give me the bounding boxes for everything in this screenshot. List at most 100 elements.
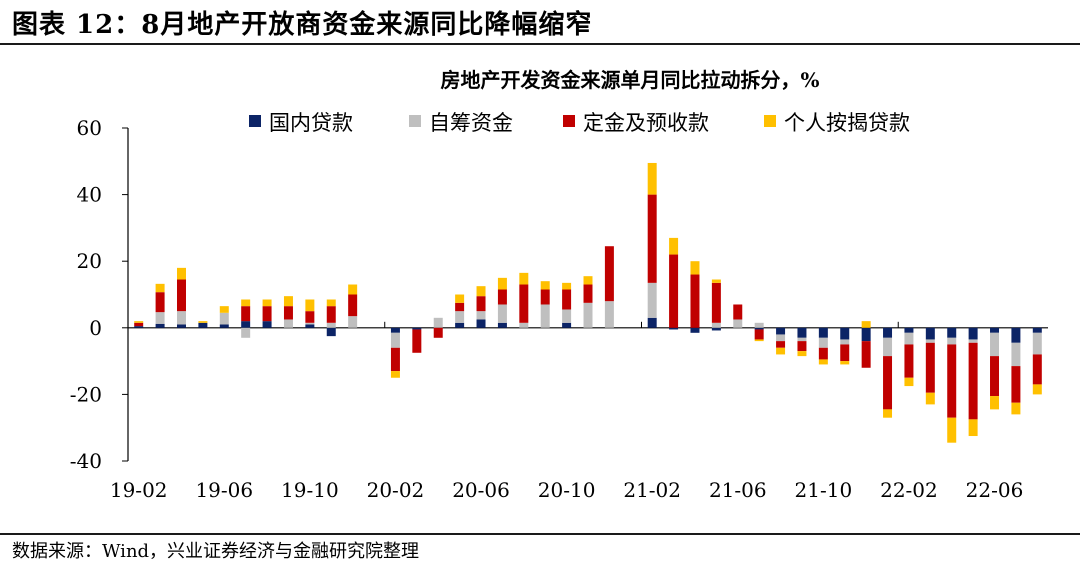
bar-segment-4-20-06 [476,286,486,297]
bar-segment-1-20-10 [562,322,572,328]
bar-segment-4-19-12 [348,284,358,295]
bar-segment-2-20-05 [455,311,465,323]
bar-segment-4-19-02 [134,321,144,323]
bar-segment-3-22-08 [1032,354,1042,385]
bar-segment-1-21-04 [690,327,700,333]
bar-segment-3-19-12 [348,294,358,317]
source-rule [0,533,1080,535]
bar-segment-2-22-01 [883,337,893,357]
bar-segment-4-22-07 [1011,402,1021,415]
legend-label-2: 自筹资金 [429,111,513,135]
bar-segment-3-22-07 [1011,366,1021,403]
plot-area [134,162,1042,443]
bar-segment-3-20-07 [497,289,507,305]
bar-segment-2-21-10 [818,337,828,348]
bar-segment-2-22-03 [925,339,935,343]
bar-segment-1-19-03 [155,323,165,328]
y-axis: -40 -20 0 20 40 60 [70,116,1048,473]
bar-segment-3-20-02 [390,347,400,372]
x-tick-label: 19-02 [110,478,168,502]
bar-segment-3-19-08 [262,306,272,322]
bar-segment-1-20-03 [412,327,422,330]
bar-segment-3-21-10 [818,347,828,360]
legend-swatch-3 [563,115,575,127]
bar-segment-4-21-07 [754,339,764,342]
bar-segment-2-22-05 [968,339,978,343]
bar-segment-1-21-12 [861,327,871,342]
bar-segment-2-21-11 [840,339,850,345]
bar-segment-4-22-06 [990,396,1000,410]
bar-segment-2-22-06 [990,332,1000,357]
bar-segment-1-22-03 [925,327,935,340]
bar-segment-2-21-09 [797,337,807,342]
x-tick-label: 22-06 [966,478,1024,502]
bar-segment-4-20-07 [497,277,507,290]
bar-segment-1-21-11 [840,327,850,340]
bar-segment-2-20-09 [540,304,550,328]
bar-segment-3-20-10 [562,289,572,310]
bar-segment-2-20-02 [390,332,400,348]
bar-segment-2-22-04 [947,337,957,345]
bar-segment-2-22-08 [1032,332,1042,355]
title-rule [0,43,1080,45]
bar-segment-2-19-07 [241,327,251,338]
figure-title: 图表 12：8月地产开放商资金来源同比降幅缩窄 [12,10,593,40]
bar-segment-4-19-09 [283,296,293,307]
bar-segment-3-21-06 [733,304,743,320]
bar-segment-4-22-01 [883,409,893,418]
bar-segment-3-22-01 [883,356,893,410]
bar-segment-3-22-06 [990,356,1000,397]
bar-segment-1-20-06 [476,319,486,328]
legend-swatch-4 [764,115,776,127]
x-tick-label: 19-10 [281,478,339,502]
bar-segment-3-21-02 [647,194,657,283]
bar-segment-1-22-04 [947,327,957,338]
y-tick-label: -20 [70,382,102,406]
legend-label-1: 国内贷款 [269,111,353,135]
bar-segment-2-20-06 [476,311,486,320]
bar-segment-3-20-05 [455,302,465,312]
bar-segment-3-21-07 [754,329,764,340]
bar-segment-3-20-06 [476,296,486,312]
bar-segment-1-20-02 [390,327,400,333]
legend-swatch-1 [249,115,261,127]
bar-segment-2-19-04 [177,311,186,325]
bar-segment-1-19-08 [262,321,272,328]
bar-segment-3-21-05 [711,282,721,323]
bar-segment-4-21-12 [861,321,871,328]
bar-segment-3-21-08 [776,341,786,348]
bar-segment-4-22-04 [947,417,957,443]
bar-segment-3-20-11 [583,284,593,303]
bar-segment-3-19-10 [305,311,315,323]
bar-segment-1-19-05 [198,322,208,328]
bar-segment-1-22-05 [968,327,978,340]
bar-segment-4-19-05 [198,321,208,323]
legend-swatch-2 [409,115,421,127]
bar-segment-3-21-04 [690,274,700,328]
bar-segment-3-19-07 [241,306,251,322]
bar-segment-1-22-01 [883,327,893,338]
bar-segment-4-21-08 [776,347,786,355]
x-tick-label: 20-06 [452,478,510,502]
bar-segment-1-21-05 [711,327,721,331]
bar-segment-4-21-04 [690,261,700,275]
bar-segment-3-22-04 [947,344,957,418]
bar-segment-3-21-11 [840,344,850,362]
bar-segment-4-21-02 [647,162,657,195]
bar-segment-4-19-08 [262,299,272,307]
x-tick-label: 20-02 [367,478,425,502]
bar-segment-3-20-03 [412,329,422,353]
bar-segment-2-20-07 [497,304,507,323]
bar-segment-4-19-06 [219,306,229,313]
bar-segment-3-21-09 [797,341,807,352]
bar-segment-4-19-03 [155,283,165,293]
bar-segment-1-22-08 [1032,327,1042,333]
bar-segment-4-20-09 [540,281,550,290]
bar-segment-1-21-03 [669,327,679,330]
x-tick-label: 20-10 [538,478,596,502]
bar-segment-2-19-11 [326,322,336,328]
x-tick-label: 21-06 [709,478,767,502]
y-tick-label: 40 [77,183,102,207]
bar-segment-2-21-07 [754,322,764,328]
